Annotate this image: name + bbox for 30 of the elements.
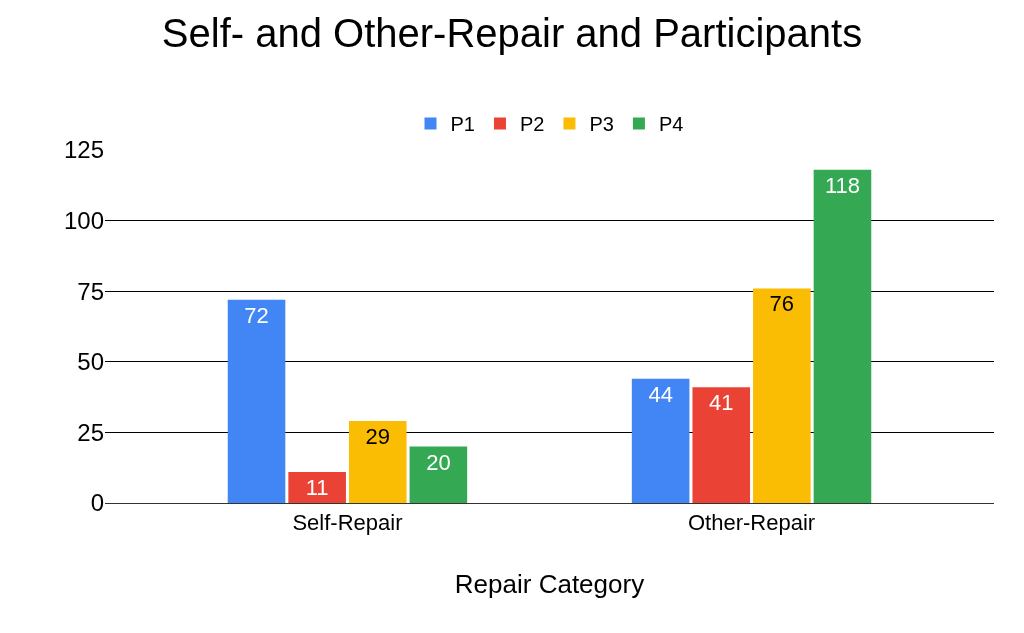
x-tick-label: Self-Repair <box>292 510 403 536</box>
data-label: 72 <box>244 302 269 328</box>
legend-label: P3 <box>589 113 614 136</box>
bar <box>348 421 407 503</box>
bar <box>631 378 690 503</box>
y-tick-label: 75 <box>77 277 104 305</box>
data-label: 76 <box>769 291 795 317</box>
data-label: 20 <box>426 449 451 475</box>
y-tick-label: 125 <box>63 136 104 164</box>
legend-label: P1 <box>450 113 475 136</box>
x-axis-title: Repair Category <box>454 569 645 600</box>
bar <box>288 471 346 503</box>
data-label: 44 <box>648 381 673 407</box>
x-tick-label: Other-Repair <box>687 510 816 536</box>
chart-title: Self- and Other-Repair and Participants <box>161 10 863 55</box>
y-tick-label: 50 <box>77 348 104 376</box>
bar <box>409 446 468 503</box>
data-label: 41 <box>709 390 734 416</box>
data-label: 118 <box>824 172 860 198</box>
bar <box>753 288 811 503</box>
bar <box>692 387 751 503</box>
data-label: 29 <box>365 424 390 450</box>
legend-label: P2 <box>519 113 545 136</box>
y-tick-label: 100 <box>63 207 104 234</box>
bar <box>813 169 872 503</box>
data-label: 11 <box>305 474 329 500</box>
y-tick-label: 0 <box>90 489 104 517</box>
legend-label: P4 <box>658 113 684 136</box>
bar <box>227 299 286 503</box>
y-tick-label: 25 <box>77 418 104 446</box>
